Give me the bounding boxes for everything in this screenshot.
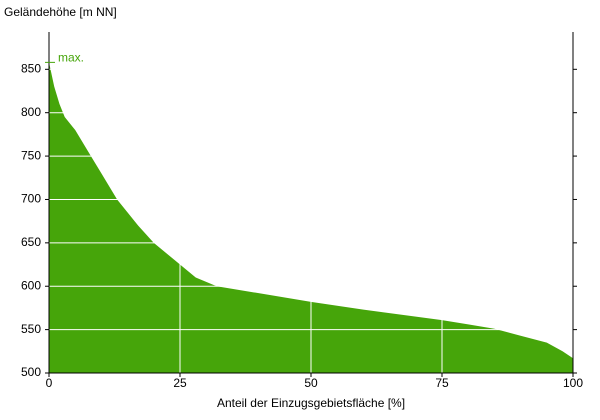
x-tick-label: 100	[563, 376, 583, 390]
x-tick-label: 75	[435, 376, 449, 390]
y-tick-label: 700	[21, 192, 41, 206]
y-tick-label: 500	[21, 365, 41, 379]
y-tick-label: 650	[21, 235, 41, 249]
x-tick-label: 25	[173, 376, 187, 390]
y-axis-label: Geländehöhe [m NN]	[4, 5, 117, 19]
y-tick-label: 600	[21, 278, 41, 292]
x-tick-label: 50	[304, 376, 318, 390]
y-tick-label: 550	[21, 322, 41, 336]
x-tick-label: 0	[46, 376, 53, 390]
x-axis-label: Anteil der Einzugsgebietsfläche [%]	[217, 396, 405, 410]
y-tick-label: 800	[21, 105, 41, 119]
max-label: max.	[58, 51, 84, 65]
y-tick-label: 750	[21, 148, 41, 162]
y-tick-label: 850	[21, 61, 41, 75]
